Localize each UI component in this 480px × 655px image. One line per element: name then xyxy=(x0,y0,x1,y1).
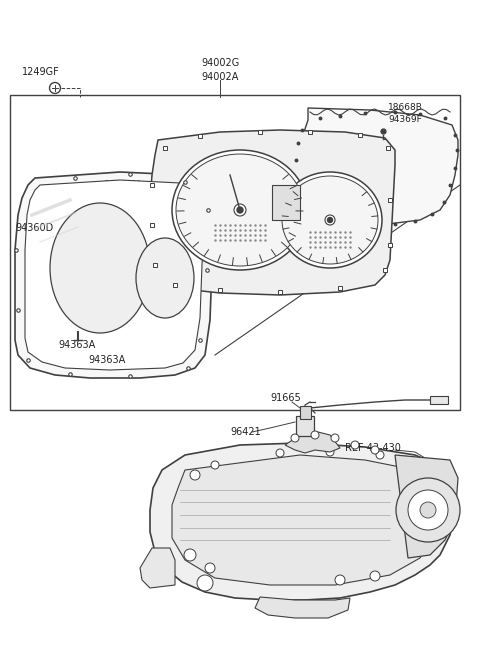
Ellipse shape xyxy=(278,172,382,268)
Ellipse shape xyxy=(282,176,378,264)
Ellipse shape xyxy=(50,203,150,333)
Text: 18668B: 18668B xyxy=(388,102,423,111)
Circle shape xyxy=(351,441,359,449)
Text: 94360D: 94360D xyxy=(15,223,53,233)
Text: 96421: 96421 xyxy=(230,427,261,437)
Text: 1249GF: 1249GF xyxy=(22,67,60,77)
FancyBboxPatch shape xyxy=(300,405,311,419)
Circle shape xyxy=(311,431,319,439)
Polygon shape xyxy=(285,432,340,453)
Polygon shape xyxy=(150,130,395,295)
Circle shape xyxy=(325,215,335,225)
Text: 94363A: 94363A xyxy=(88,355,125,365)
Circle shape xyxy=(331,434,339,442)
Polygon shape xyxy=(292,108,458,225)
Ellipse shape xyxy=(176,154,304,266)
Circle shape xyxy=(376,451,384,459)
Circle shape xyxy=(197,575,213,591)
Text: REF 43-430: REF 43-430 xyxy=(345,443,401,453)
Circle shape xyxy=(327,217,333,223)
Circle shape xyxy=(396,478,460,542)
Ellipse shape xyxy=(136,238,194,318)
Polygon shape xyxy=(150,443,455,600)
Ellipse shape xyxy=(172,150,308,270)
Circle shape xyxy=(234,204,246,216)
Text: 94366Y: 94366Y xyxy=(104,180,140,190)
Polygon shape xyxy=(140,548,175,588)
Polygon shape xyxy=(255,597,350,618)
Circle shape xyxy=(326,448,334,456)
FancyBboxPatch shape xyxy=(296,416,314,436)
Polygon shape xyxy=(172,455,435,585)
Circle shape xyxy=(408,490,448,530)
Circle shape xyxy=(237,207,243,213)
Circle shape xyxy=(291,434,299,442)
FancyBboxPatch shape xyxy=(272,185,300,220)
Polygon shape xyxy=(395,455,458,558)
Text: 94002G
94002A: 94002G 94002A xyxy=(201,58,239,82)
Circle shape xyxy=(205,563,215,573)
Text: 94369F: 94369F xyxy=(388,115,422,124)
Polygon shape xyxy=(15,172,215,378)
Polygon shape xyxy=(25,180,205,370)
Circle shape xyxy=(190,470,200,480)
Text: 91665: 91665 xyxy=(270,393,301,403)
Bar xyxy=(10,95,460,410)
Bar xyxy=(430,396,448,404)
Circle shape xyxy=(420,502,436,518)
Circle shape xyxy=(371,446,379,454)
Text: 94363A: 94363A xyxy=(58,340,95,350)
Circle shape xyxy=(49,83,60,94)
Circle shape xyxy=(211,461,219,469)
Circle shape xyxy=(370,571,380,581)
Circle shape xyxy=(335,575,345,585)
Circle shape xyxy=(276,449,284,457)
Circle shape xyxy=(184,549,196,561)
